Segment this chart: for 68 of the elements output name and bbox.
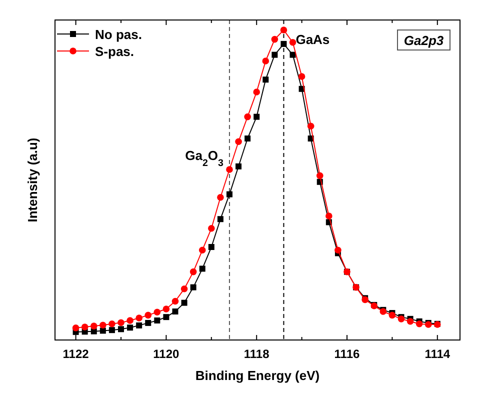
- point: [199, 266, 206, 272]
- point: [100, 328, 106, 334]
- point: [280, 26, 288, 34]
- point: [118, 326, 124, 332]
- x-tick-label: 1118: [244, 347, 270, 361]
- point: [208, 225, 215, 232]
- point: [181, 300, 188, 306]
- point: [72, 324, 80, 332]
- point: [280, 40, 287, 47]
- point: [90, 322, 98, 330]
- point: [406, 318, 414, 325]
- point: [172, 298, 179, 305]
- legend-label: S-pas.: [95, 44, 134, 59]
- point: [172, 308, 178, 314]
- point: [262, 76, 269, 83]
- point: [262, 58, 270, 64]
- point: [217, 194, 224, 201]
- point: [307, 122, 314, 130]
- point: [235, 138, 242, 145]
- point: [136, 314, 142, 322]
- point: [126, 317, 134, 324]
- point: [290, 52, 296, 58]
- point: [208, 244, 214, 250]
- point: [100, 322, 106, 329]
- point: [226, 166, 233, 173]
- point: [154, 317, 160, 324]
- point: [108, 320, 116, 328]
- point: [326, 212, 332, 220]
- x-tick-label: 1116: [334, 347, 360, 361]
- point: [180, 285, 188, 292]
- point: [416, 320, 423, 328]
- ref-line-label: Ga$_{2}$O$_{3}$: [185, 148, 224, 168]
- point: [316, 172, 324, 180]
- point: [254, 114, 260, 120]
- point: [154, 308, 161, 316]
- y-axis-title: Intensity (a.u): [25, 138, 40, 222]
- point: [190, 268, 197, 276]
- annotation: Ga2p3: [404, 33, 444, 48]
- point: [145, 320, 152, 326]
- point: [136, 322, 142, 328]
- point: [244, 136, 251, 142]
- x-axis-title: Binding Energy (eV): [195, 368, 320, 383]
- point: [334, 246, 342, 254]
- point: [253, 88, 260, 96]
- point: [190, 284, 196, 290]
- point: [289, 39, 296, 46]
- point: [127, 324, 134, 331]
- point: [388, 312, 396, 319]
- point: [198, 246, 206, 254]
- legend-label: No pas.: [95, 27, 142, 42]
- point: [163, 314, 170, 320]
- point: [271, 36, 278, 43]
- point: [272, 52, 278, 58]
- point: [217, 216, 224, 222]
- point: [108, 327, 115, 334]
- point: [118, 319, 124, 326]
- x-tick-label: 1120: [153, 347, 180, 361]
- point: [226, 191, 232, 198]
- ref-line-label: GaAs: [296, 32, 330, 47]
- point: [81, 324, 88, 330]
- x-tick-label: 1122: [62, 347, 90, 361]
- point: [244, 113, 251, 120]
- point: [298, 73, 306, 80]
- x-tick-label: 1114: [424, 347, 450, 361]
- point: [90, 328, 97, 334]
- point: [162, 306, 170, 312]
- point: [236, 163, 242, 170]
- point: [144, 312, 152, 319]
